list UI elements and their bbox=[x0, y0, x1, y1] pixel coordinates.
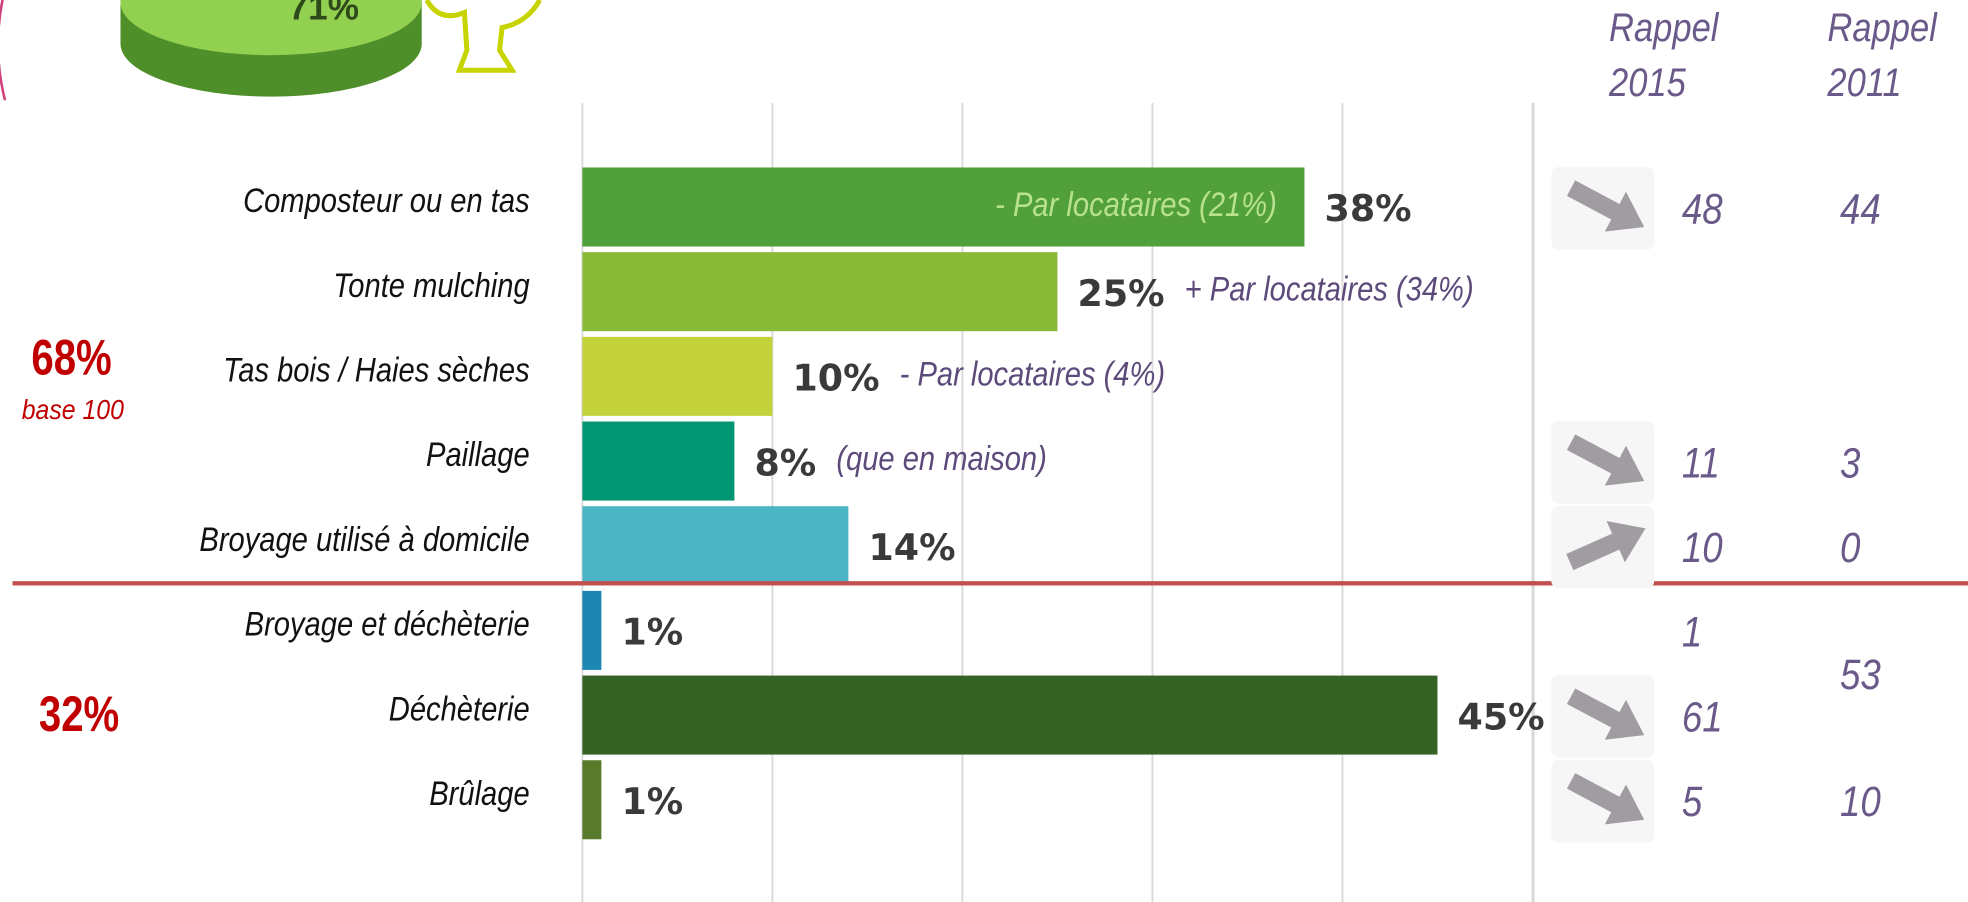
page: {"chart_data": { "type": "bar", "orienta… bbox=[0, 0, 1968, 902]
comparison-value: 10 bbox=[1840, 779, 1881, 826]
comparison-value-group: 10 bbox=[1840, 779, 1881, 826]
bar bbox=[582, 506, 848, 585]
comparison-value: 3 bbox=[1840, 440, 1860, 487]
category-label-group: Paillage bbox=[426, 435, 530, 474]
category-label-group: Brûlage bbox=[429, 774, 529, 813]
comparison-value: 0 bbox=[1840, 524, 1860, 571]
category-label: Composteur ou en tas bbox=[243, 181, 530, 220]
comparison-value: 53 bbox=[1840, 652, 1881, 699]
category-label: Broyage et déchèterie bbox=[245, 604, 530, 643]
annotation: + Par locataires (34%) bbox=[1185, 270, 1474, 309]
comparison-value-group: 53 bbox=[1840, 652, 1881, 699]
comparison-value-group: 44 bbox=[1840, 186, 1881, 233]
comparison-value: 61 bbox=[1682, 694, 1723, 741]
value-label: 25% bbox=[1078, 272, 1165, 315]
decor-curve bbox=[0, 0, 5, 100]
group-note-group: base 100 bbox=[22, 394, 125, 426]
annotation-group: (que en maison) bbox=[836, 439, 1046, 478]
annotation: (que en maison) bbox=[836, 439, 1046, 478]
comparison-value: 1 bbox=[1682, 609, 1702, 656]
annotation-group: + Par locataires (34%) bbox=[1185, 270, 1474, 309]
category-label: Brûlage bbox=[429, 774, 529, 813]
comparison-value-group: 11 bbox=[1682, 440, 1720, 487]
category-label: Broyage utilisé à domicile bbox=[199, 520, 529, 559]
group-label-group: 68% bbox=[31, 329, 111, 385]
category-label: Tonte mulching bbox=[333, 266, 530, 305]
value-label: 8% bbox=[754, 441, 816, 484]
category-label: Paillage bbox=[426, 435, 530, 474]
bar bbox=[582, 422, 734, 501]
value-label: 1% bbox=[621, 611, 683, 654]
comparison-value-group: 48 bbox=[1682, 186, 1723, 233]
category-label-group: Tas bois / Haies sèches bbox=[223, 350, 530, 389]
category-label-group: Composteur ou en tas bbox=[243, 181, 530, 220]
comparison-value-group: 1 bbox=[1682, 609, 1702, 656]
category-label-group: Broyage et déchèterie bbox=[245, 604, 530, 643]
value-label: 14% bbox=[868, 526, 955, 569]
comparison-value-group: 10 bbox=[1682, 524, 1723, 571]
comparison-value: 10 bbox=[1682, 524, 1723, 571]
comparison-value-group: 3 bbox=[1840, 440, 1860, 487]
annotation-group: - Par locataires (21%) bbox=[995, 185, 1277, 224]
value-label: 10% bbox=[792, 357, 879, 400]
bar bbox=[582, 591, 601, 670]
inset-icon bbox=[427, 0, 540, 70]
annotation: - Par locataires (4%) bbox=[900, 354, 1165, 393]
inset-value-label: 71% bbox=[289, 0, 359, 27]
annotation-group: - Par locataires (4%) bbox=[900, 354, 1165, 393]
group-note: base 100 bbox=[22, 394, 125, 426]
category-label: Tas bois / Haies sèches bbox=[223, 350, 530, 389]
comparison-value: 11 bbox=[1682, 440, 1720, 487]
value-label: 1% bbox=[621, 780, 683, 823]
category-label: Déchèterie bbox=[389, 689, 530, 728]
bar bbox=[582, 252, 1057, 331]
group-label: 32% bbox=[39, 686, 119, 742]
bar bbox=[582, 676, 1437, 755]
bar bbox=[582, 337, 772, 416]
comparison-value: 44 bbox=[1840, 186, 1881, 233]
comparison-value-group: 0 bbox=[1840, 524, 1860, 571]
category-label-group: Déchèterie bbox=[389, 689, 530, 728]
comparison-value-group: 5 bbox=[1682, 779, 1703, 826]
comparison-value-group: 61 bbox=[1682, 694, 1723, 741]
comparison-value: 5 bbox=[1682, 779, 1703, 826]
value-label: 38% bbox=[1325, 187, 1412, 230]
group-label-group: 32% bbox=[39, 686, 119, 742]
chart: 71%Composteur ou en tas38%- Par locatair… bbox=[0, 0, 1968, 902]
comparison-value: 48 bbox=[1682, 186, 1723, 233]
value-label: 45% bbox=[1458, 695, 1545, 738]
annotation: - Par locataires (21%) bbox=[995, 185, 1277, 224]
group-label: 68% bbox=[31, 329, 111, 385]
category-label-group: Broyage utilisé à domicile bbox=[199, 520, 529, 559]
bar bbox=[582, 760, 601, 839]
category-label-group: Tonte mulching bbox=[333, 266, 530, 305]
